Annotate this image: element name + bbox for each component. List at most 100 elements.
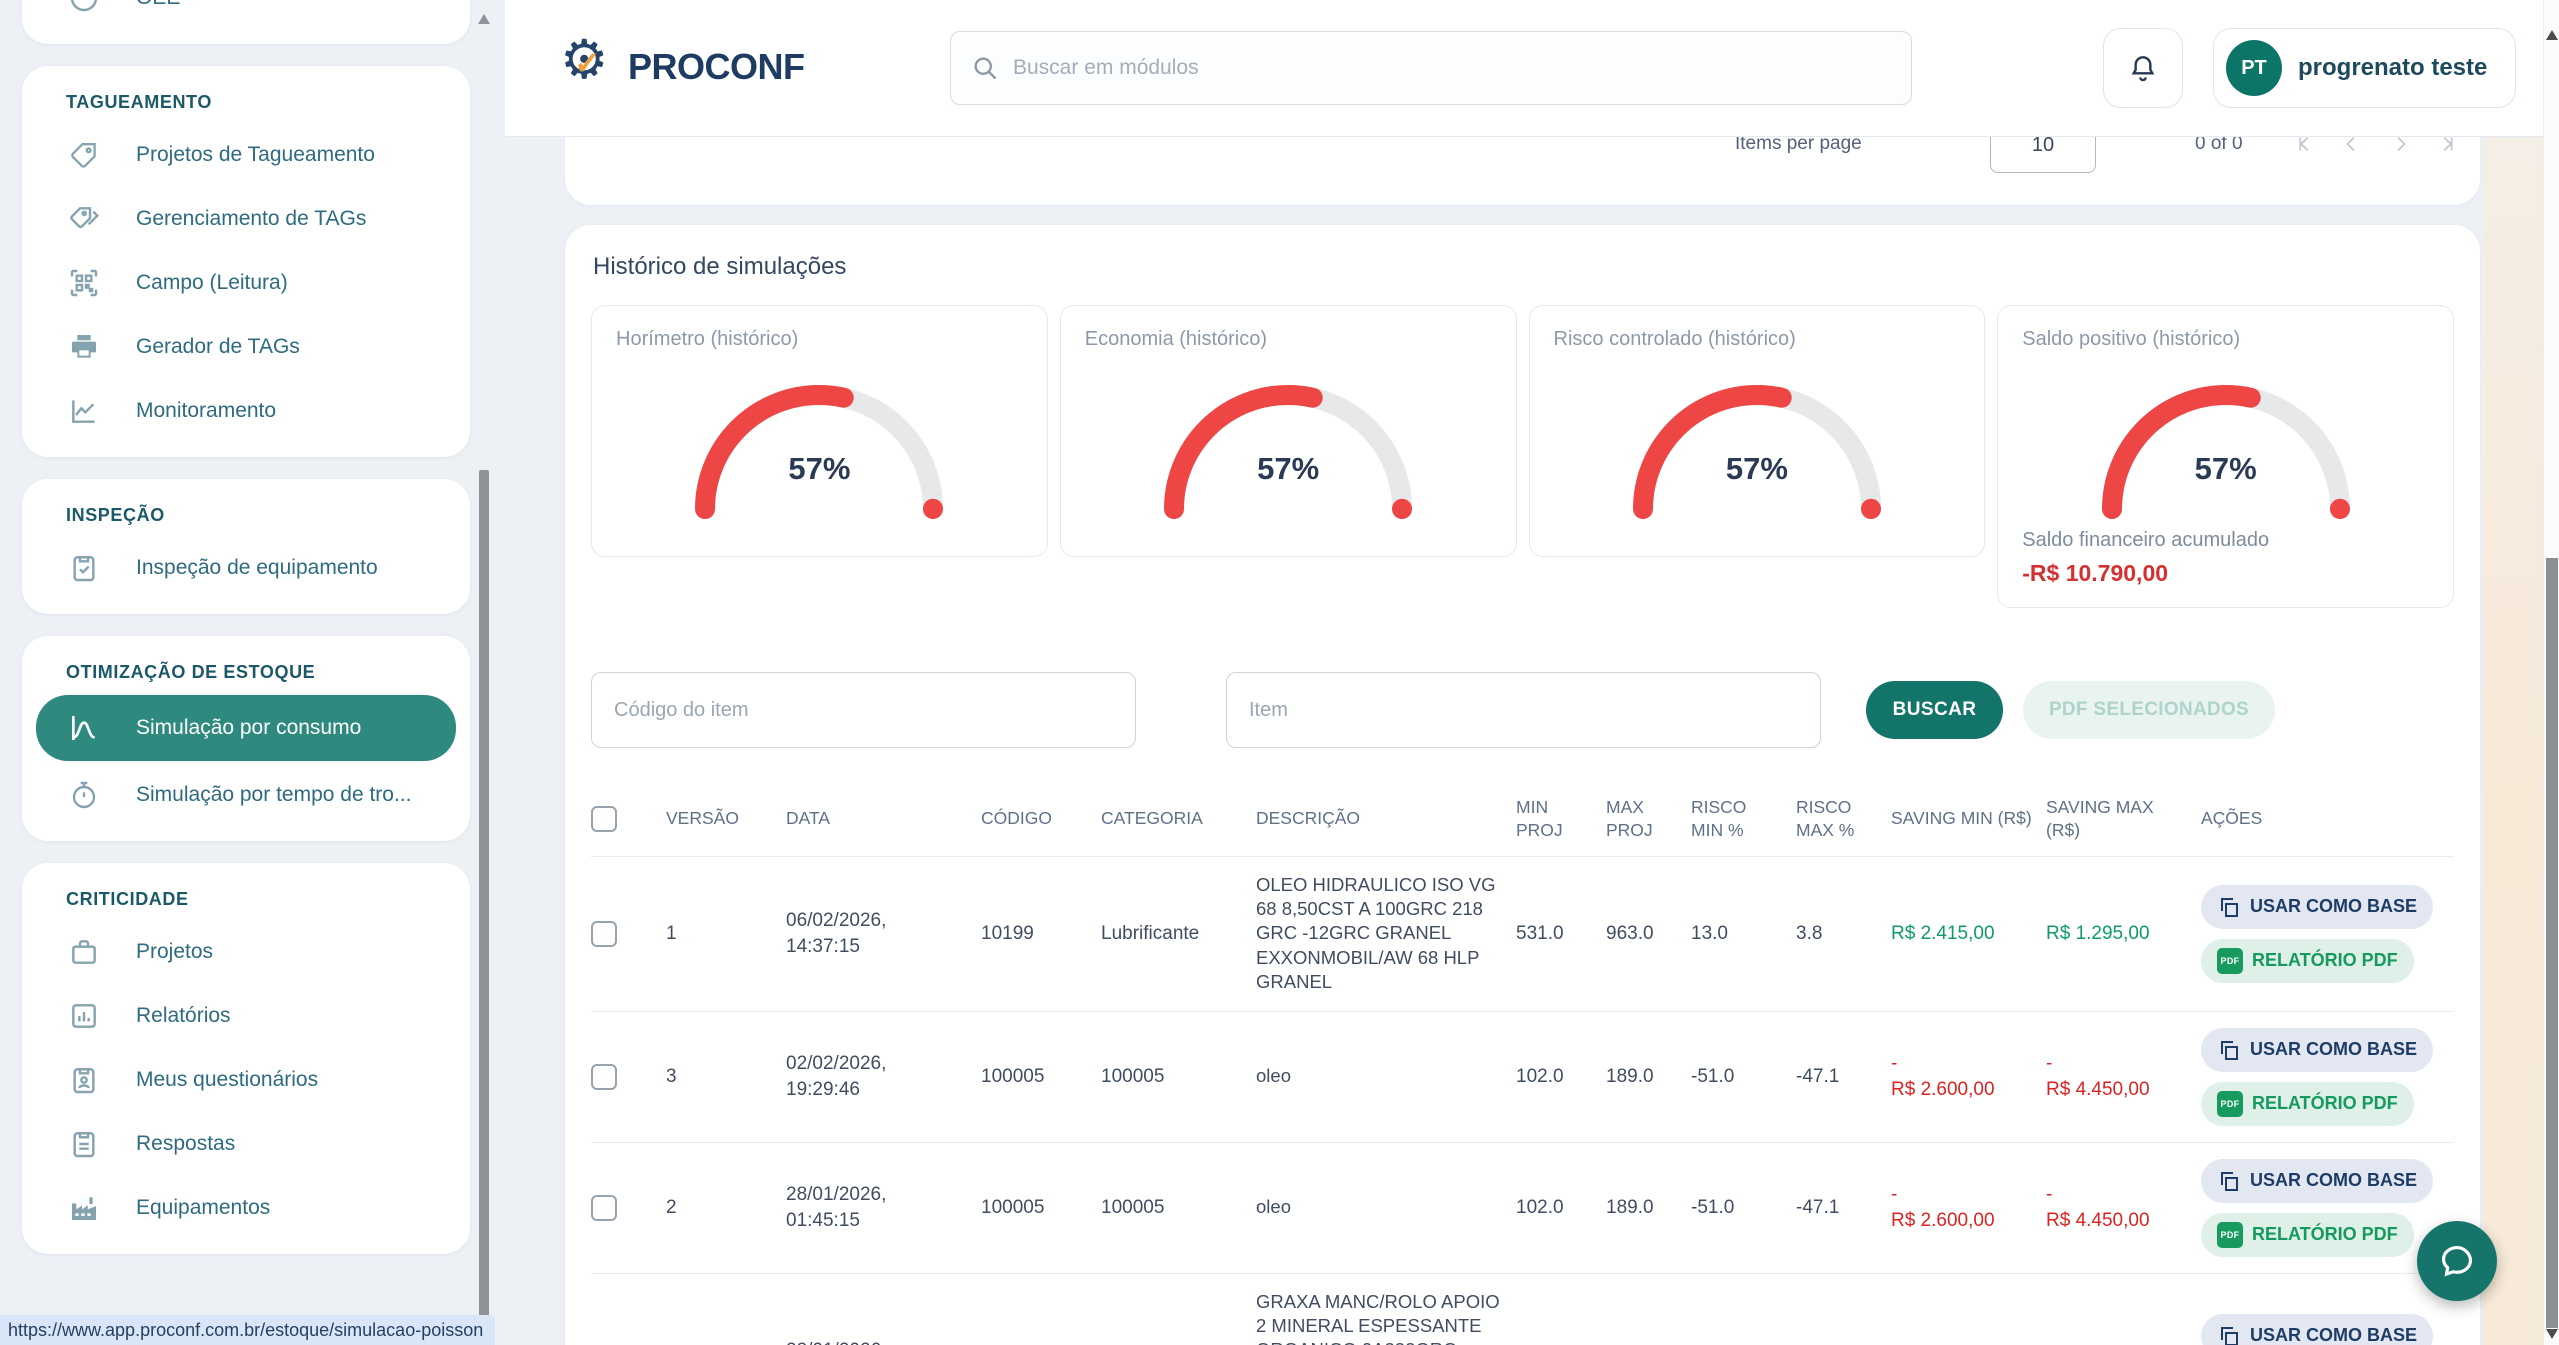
row-checkbox[interactable] bbox=[591, 921, 617, 947]
scroll-up-icon[interactable] bbox=[478, 14, 490, 24]
gauge-chart: 57% bbox=[2096, 367, 2356, 519]
gauge-value: 57% bbox=[689, 451, 949, 487]
cell-data: 22/01/2026,13:15:42 bbox=[786, 1338, 981, 1345]
sidebar-item-oee[interactable]: OEE bbox=[22, 0, 470, 30]
gauge-value: 57% bbox=[1158, 451, 1418, 487]
sidebar-item-projetos[interactable]: Projetos bbox=[22, 920, 470, 984]
sidebar-item-equipamentos[interactable]: Equipamentos bbox=[22, 1176, 470, 1240]
sidebar-item-simulacao-consumo[interactable]: Simulação por consumo bbox=[36, 695, 456, 761]
sidebar-item-label: Equipamentos bbox=[136, 1196, 270, 1220]
historico-card: Histórico de simulações Horímetro (histó… bbox=[565, 225, 2480, 1345]
copy-icon bbox=[2217, 895, 2241, 919]
copy-icon bbox=[2217, 1324, 2241, 1345]
briefcase-icon bbox=[66, 934, 102, 970]
col-saving-max: SAVING MAX (R$) bbox=[2046, 796, 2201, 842]
items-per-page-label: Items per page bbox=[1735, 137, 1862, 155]
gauge-title: Saldo positivo (histórico) bbox=[2022, 328, 2429, 351]
cell-acoes: USAR COMO BASE PDF RELATÓRIO PDF bbox=[2201, 885, 2454, 983]
content-area: Items per page 10 0 of 0 Histórico de si… bbox=[505, 137, 2559, 1345]
tags-icon bbox=[66, 201, 102, 237]
sidebar-item-label: Respostas bbox=[136, 1132, 235, 1156]
row-checkbox[interactable] bbox=[591, 1064, 617, 1090]
search-input[interactable] bbox=[1013, 56, 1873, 80]
page-size-select[interactable]: 10 bbox=[1990, 137, 2096, 173]
col-acoes: AÇÕES bbox=[2201, 807, 2454, 830]
module-search bbox=[950, 31, 1912, 105]
pdf-selecionados-button[interactable]: PDF SELECIONADOS bbox=[2023, 681, 2275, 739]
cell-descricao: GRAXA MANC/ROLO APOIO 2 MINERAL ESPESSAN… bbox=[1256, 1290, 1516, 1345]
usar-como-base-button[interactable]: USAR COMO BASE bbox=[2201, 885, 2433, 929]
codigo-item-input[interactable] bbox=[591, 672, 1136, 748]
sidebar-card-criticidade: CRITICIDADE Projetos Relatórios Meus que… bbox=[22, 863, 470, 1254]
sidebar-section-title: TAGUEAMENTO bbox=[22, 80, 470, 123]
search-icon bbox=[971, 54, 999, 82]
last-page-icon[interactable] bbox=[2437, 137, 2459, 155]
sidebar-item-gerenciamento-tags[interactable]: Gerenciamento de TAGs bbox=[22, 187, 470, 251]
gauge-card-risco: Risco controlado (histórico) 57% bbox=[1529, 305, 1986, 557]
usar-como-base-button[interactable]: USAR COMO BASE bbox=[2201, 1159, 2433, 1203]
relatorio-pdf-button[interactable]: PDF RELATÓRIO PDF bbox=[2201, 939, 2414, 983]
relatorio-pdf-button[interactable]: PDF RELATÓRIO PDF bbox=[2201, 1213, 2414, 1257]
cell-data: 06/02/2026,14:37:15 bbox=[786, 908, 981, 958]
page-range-label: 0 of 0 bbox=[2195, 137, 2243, 155]
cell-saving-max: -R$ 2.520,00 bbox=[2046, 1338, 2201, 1345]
user-menu[interactable]: PT progrenato teste bbox=[2213, 28, 2516, 108]
col-min-proj: MIN PROJ bbox=[1516, 796, 1606, 842]
copy-icon bbox=[2217, 1169, 2241, 1193]
chat-fab-button[interactable] bbox=[2417, 1221, 2497, 1301]
saldo-acumulado-label: Saldo financeiro acumulado bbox=[2022, 529, 2429, 552]
sidebar-item-monitoramento[interactable]: Monitoramento bbox=[22, 379, 470, 443]
sidebar-item-relatorios[interactable]: Relatórios bbox=[22, 984, 470, 1048]
select-all-checkbox[interactable] bbox=[591, 806, 617, 832]
cell-descricao: oleo bbox=[1256, 1064, 1516, 1088]
bar-chart-icon bbox=[66, 998, 102, 1034]
prev-page-icon[interactable] bbox=[2341, 137, 2363, 155]
cell-saving-max: -R$ 4.450,00 bbox=[2046, 1051, 2201, 1101]
sidebar-item-gerador-tags[interactable]: Gerador de TAGs bbox=[22, 315, 470, 379]
bell-curve-icon bbox=[66, 710, 102, 746]
sidebar: OEE TAGUEAMENTO Projetos de Tagueamento … bbox=[0, 0, 505, 1345]
col-risco-max: RISCO MAX % bbox=[1796, 796, 1891, 842]
cell-categoria: 100005 bbox=[1101, 1064, 1256, 1089]
sidebar-scrollbar[interactable] bbox=[478, 0, 490, 1345]
scroll-down-icon[interactable] bbox=[2546, 1329, 2558, 1339]
notifications-button[interactable] bbox=[2103, 28, 2183, 108]
cell-saving-max: R$ 1.295,00 bbox=[2046, 921, 2201, 946]
sidebar-item-label: Gerador de TAGs bbox=[136, 335, 300, 359]
scroll-up-icon[interactable] bbox=[2546, 30, 2558, 40]
cell-categoria: Lubrificante bbox=[1101, 921, 1256, 946]
cell-saving-max: -R$ 4.450,00 bbox=[2046, 1182, 2201, 1232]
first-page-icon[interactable] bbox=[2293, 137, 2315, 155]
page-scrollbar-thumb[interactable] bbox=[2546, 558, 2558, 1328]
sidebar-item-simulacao-tempo[interactable]: Simulação por tempo de tro... bbox=[22, 763, 470, 827]
sidebar-scrollbar-thumb[interactable] bbox=[479, 470, 489, 1316]
gauge-card-saldo: Saldo positivo (histórico) 57% Saldo fin… bbox=[1997, 305, 2454, 608]
col-data: DATA bbox=[786, 807, 981, 830]
sidebar-section-title: INSPEÇÃO bbox=[22, 493, 470, 536]
relatorio-pdf-button[interactable]: PDF RELATÓRIO PDF bbox=[2201, 1082, 2414, 1126]
next-page-icon[interactable] bbox=[2389, 137, 2411, 155]
cell-risco-max: 3.8 bbox=[1796, 921, 1891, 946]
cell-risco-max: -47.1 bbox=[1796, 1064, 1891, 1089]
usar-como-base-button[interactable]: USAR COMO BASE bbox=[2201, 1314, 2433, 1345]
page-scrollbar[interactable] bbox=[2543, 0, 2559, 1345]
proconf-logo[interactable]: ⚙ ✓ PROCONF bbox=[560, 34, 805, 100]
sidebar-item-respostas[interactable]: Respostas bbox=[22, 1112, 470, 1176]
col-categoria: CATEGORIA bbox=[1101, 807, 1256, 830]
cell-max-proj: 189.0 bbox=[1606, 1195, 1691, 1220]
sidebar-item-inspecao-equipamento[interactable]: Inspeção de equipamento bbox=[22, 536, 470, 600]
row-checkbox[interactable] bbox=[591, 1195, 617, 1221]
sidebar-item-label: Meus questionários bbox=[136, 1068, 318, 1092]
sidebar-section-title: CRITICIDADE bbox=[22, 877, 470, 920]
sidebar-item-meus-questionarios[interactable]: Meus questionários bbox=[22, 1048, 470, 1112]
sidebar-card-oee: OEE bbox=[22, 0, 470, 44]
sidebar-item-projetos-tagueamento[interactable]: Projetos de Tagueamento bbox=[22, 123, 470, 187]
copy-icon bbox=[2217, 1038, 2241, 1062]
sidebar-item-campo-leitura[interactable]: Campo (Leitura) bbox=[22, 251, 470, 315]
item-input[interactable] bbox=[1226, 672, 1821, 748]
col-saving-min: SAVING MIN (R$) bbox=[1891, 807, 2046, 830]
gauge-card-economia: Economia (histórico) 57% bbox=[1060, 305, 1517, 557]
buscar-button[interactable]: BUSCAR bbox=[1866, 681, 2003, 739]
gauge-card-horimetro: Horímetro (histórico) 57% bbox=[591, 305, 1048, 557]
usar-como-base-button[interactable]: USAR COMO BASE bbox=[2201, 1028, 2433, 1072]
